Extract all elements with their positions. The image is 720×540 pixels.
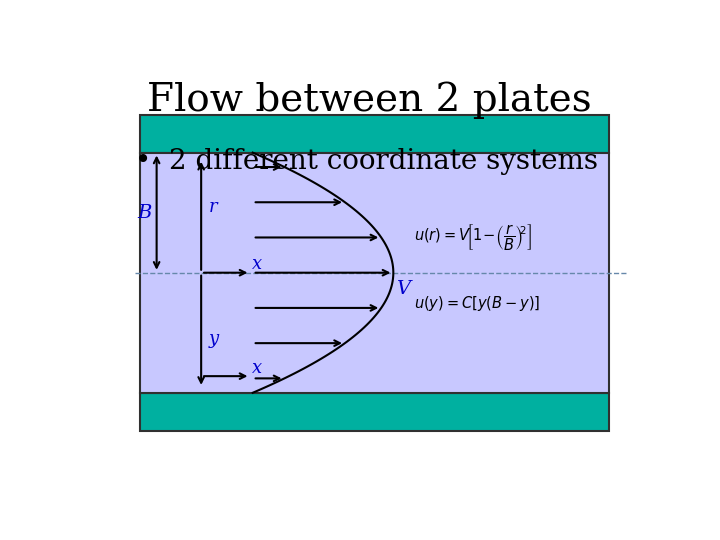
Text: •  2 different coordinate systems: • 2 different coordinate systems [135,148,598,175]
Text: B: B [138,204,151,221]
Text: $u(y) = C[y(B-y)]$: $u(y) = C[y(B-y)]$ [415,294,541,313]
Bar [140,153,609,393]
Text: $u(r) = V\!\left[1\!-\!\left(\dfrac{r}{B}\right)^{\!\!2}\right]$: $u(r) = V\!\left[1\!-\!\left(\dfrac{r}{B… [415,222,533,253]
Bar [140,114,609,153]
Text: x: x [252,359,262,377]
Text: y: y [208,330,219,348]
Text: Flow between 2 plates: Flow between 2 plates [147,82,591,119]
Text: r: r [208,198,217,215]
Text: V: V [396,280,410,298]
Bar [140,393,609,431]
Text: x: x [252,254,262,273]
